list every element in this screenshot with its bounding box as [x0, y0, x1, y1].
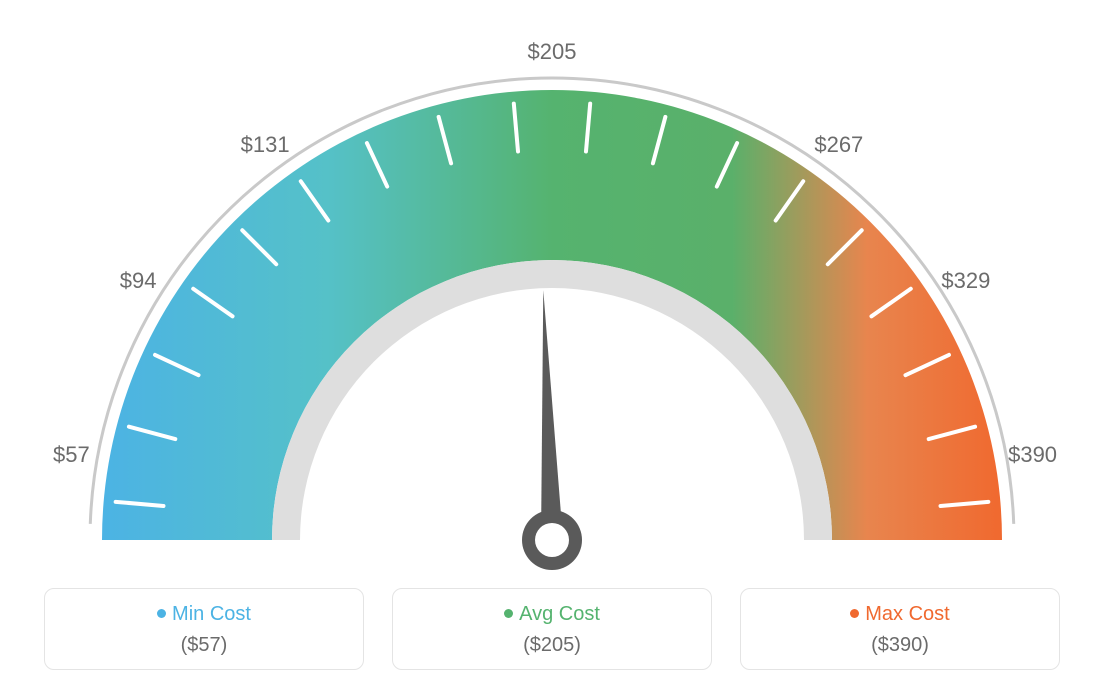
legend-max-title: Max Cost: [741, 603, 1059, 626]
gauge-tick-label: $329: [941, 268, 990, 294]
legend-avg-label: Avg Cost: [519, 603, 600, 625]
gauge-tick-label: $205: [528, 39, 577, 65]
legend-row: Min Cost ($57) Avg Cost ($205) Max Cost …: [0, 588, 1104, 670]
cost-gauge-container: $57 $94 $131 $205 $267 $329 $390 Min Cost ($57…: [0, 0, 1104, 690]
legend-min-label: Min Cost: [172, 603, 251, 625]
legend-avg-title: Avg Cost: [393, 603, 711, 626]
legend-card-avg: Avg Cost ($205): [392, 588, 712, 670]
legend-max-value: ($390): [741, 634, 1059, 657]
gauge-tick-label: $131: [241, 132, 290, 158]
gauge-area: $57 $94 $131 $205 $267 $329 $390: [0, 0, 1104, 570]
gauge-tick-label: $390: [1008, 442, 1057, 468]
legend-min-value: ($57): [45, 634, 363, 657]
gauge-hub-inner: [535, 523, 569, 557]
gauge-tick-label: $94: [120, 268, 157, 294]
dot-icon: [504, 609, 513, 618]
legend-avg-value: ($205): [393, 634, 711, 657]
gauge-svg: [0, 0, 1104, 570]
legend-max-label: Max Cost: [865, 603, 949, 625]
legend-min-title: Min Cost: [45, 603, 363, 626]
gauge-needle: [541, 290, 563, 540]
legend-card-min: Min Cost ($57): [44, 588, 364, 670]
dot-icon: [157, 609, 166, 618]
dot-icon: [850, 609, 859, 618]
legend-card-max: Max Cost ($390): [740, 588, 1060, 670]
gauge-tick-label: $57: [53, 442, 90, 468]
gauge-tick-label: $267: [814, 132, 863, 158]
